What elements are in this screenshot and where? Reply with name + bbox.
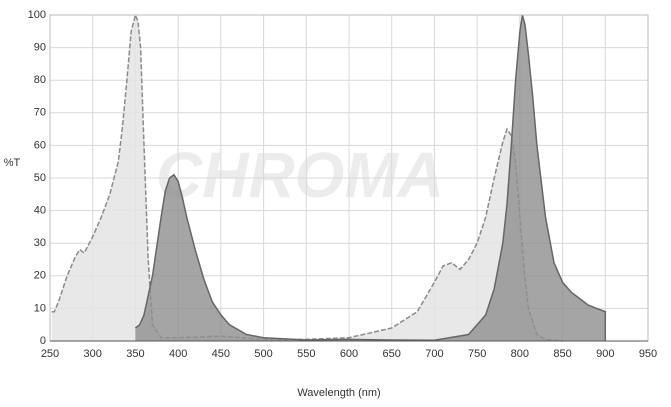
x-tick-label: 300 [84, 348, 102, 360]
x-tick-label: 800 [511, 348, 529, 360]
y-tick-label: 100 [28, 9, 46, 21]
area-outline [134, 14, 607, 342]
x-tick-label: 450 [212, 348, 230, 360]
y-tick-label: 60 [34, 139, 46, 151]
x-tick-label: 500 [254, 348, 272, 360]
x-tick-label: 600 [340, 348, 358, 360]
y-tick-label: 90 [34, 42, 46, 54]
x-tick-label: 700 [425, 348, 443, 360]
watermark: CHROMA [156, 139, 444, 211]
y-tick-label: 50 [34, 172, 46, 184]
x-tick-label: 750 [468, 348, 486, 360]
x-tick-label: 250 [41, 348, 59, 360]
y-tick-label: 40 [34, 205, 46, 217]
area [135, 15, 606, 341]
y-tick-label: 0 [40, 335, 46, 347]
y-tick-label: 20 [34, 270, 46, 282]
x-tick-label: 650 [383, 348, 401, 360]
x-tick-label: 900 [596, 348, 614, 360]
x-tick-label: 950 [639, 348, 657, 360]
y-tick-label: 70 [34, 107, 46, 119]
x-tick-label: 400 [169, 348, 187, 360]
y-tick-label: 30 [34, 237, 46, 249]
y-tick-label: 80 [34, 74, 46, 86]
x-axis-label: Wavelength (nm) [297, 387, 380, 399]
x-tick-label: 850 [553, 348, 571, 360]
x-tick-label: 550 [297, 348, 315, 360]
x-tick-label: 350 [126, 348, 144, 360]
y-tick-label: 10 [34, 302, 46, 314]
y-axis-label: %T [4, 157, 21, 169]
